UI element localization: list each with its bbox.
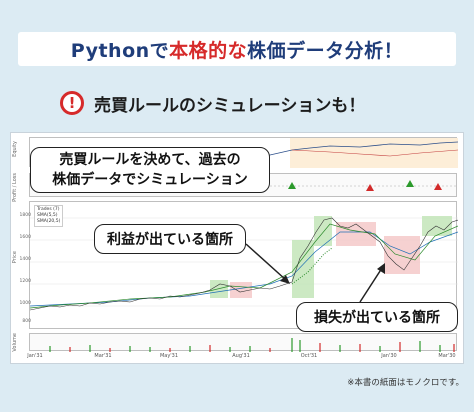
profit-arrowhead <box>280 275 290 284</box>
title-suffix: 株価データ分析！ <box>247 39 404 62</box>
price-legend: Trades (7) SMA(5,5) SMA(20,5) <box>34 205 64 227</box>
loss-arrow <box>359 267 383 303</box>
y-tick: 1000 <box>19 301 31 306</box>
y-tick: 1800 <box>19 213 31 218</box>
equity-drawdown <box>291 149 459 157</box>
x-tick: Mar'30 <box>438 353 456 359</box>
trade-marker-up <box>288 182 296 189</box>
x-tick: Jan'31 <box>27 353 43 359</box>
y-tick: 1400 <box>19 257 31 262</box>
legend-trades: Trades (7) <box>37 207 60 212</box>
x-tick: Oct'31 <box>300 353 318 359</box>
trend-dotted-line <box>291 247 333 285</box>
trades-plot <box>30 180 458 191</box>
subtitle-row: ! 売買ルールのシミュレーションも！ <box>60 88 414 118</box>
volume-plot <box>49 338 455 352</box>
x-tick: May'31 <box>159 353 179 359</box>
trade-marker-down <box>366 184 374 191</box>
x-tick: Jan'30 <box>381 353 397 359</box>
price-panel: Trades (7) SMA(5,5) SMA(20,5) <box>29 201 459 329</box>
x-tick: Mar'31 <box>94 353 112 359</box>
footnote: ※本書の紙面はモノクロです。 <box>347 378 464 388</box>
title-prefix: Pythonで <box>70 39 170 62</box>
loss-arrowhead <box>377 263 385 274</box>
trade-marker-up <box>406 180 414 187</box>
sma-fast-line <box>29 223 459 309</box>
volume-panel <box>29 333 457 352</box>
price-plot <box>29 216 459 311</box>
equity-highlight <box>290 138 458 168</box>
title-accent: 本格的な <box>169 39 248 62</box>
loss-zone <box>230 282 252 298</box>
x-axis: Jan'31 Mar'31 May'31 Aug'31 Oct'31 Jan'3… <box>27 353 457 363</box>
simulation-callout-line1: 売買ルールを決めて、過去の <box>59 152 241 168</box>
profit-arrow <box>245 243 287 281</box>
legend-sma-slow: SMA(20,5) <box>37 219 61 224</box>
exclamation-circle-icon: ! <box>60 91 84 115</box>
profit-zone <box>314 216 332 246</box>
y-tick: 800 <box>22 319 31 324</box>
title-banner: Pythonで 本格的な 株価データ分析！ <box>18 32 456 66</box>
loss-callout: 損失が出ている箇所 <box>296 302 458 332</box>
simulation-callout: 売買ルールを決めて、過去の 株価データでシミュレーション <box>30 147 270 193</box>
volume-bars <box>49 338 455 352</box>
simulation-callout-line2: 株価データでシミュレーション <box>52 172 248 188</box>
price-line <box>29 217 459 311</box>
x-tick: Aug'31 <box>232 353 250 359</box>
profit-callout: 利益が出ている箇所 <box>94 224 246 254</box>
subtitle-text: 売買ルールのシミュレーションも！ <box>94 95 366 116</box>
trade-marker-down <box>434 183 442 190</box>
profit-zone <box>292 240 314 298</box>
legend-sma-fast: SMA(5,5) <box>37 213 58 218</box>
sma-slow-line <box>29 231 459 307</box>
y-tick: 1600 <box>19 235 31 240</box>
y-tick: 1200 <box>19 279 31 284</box>
